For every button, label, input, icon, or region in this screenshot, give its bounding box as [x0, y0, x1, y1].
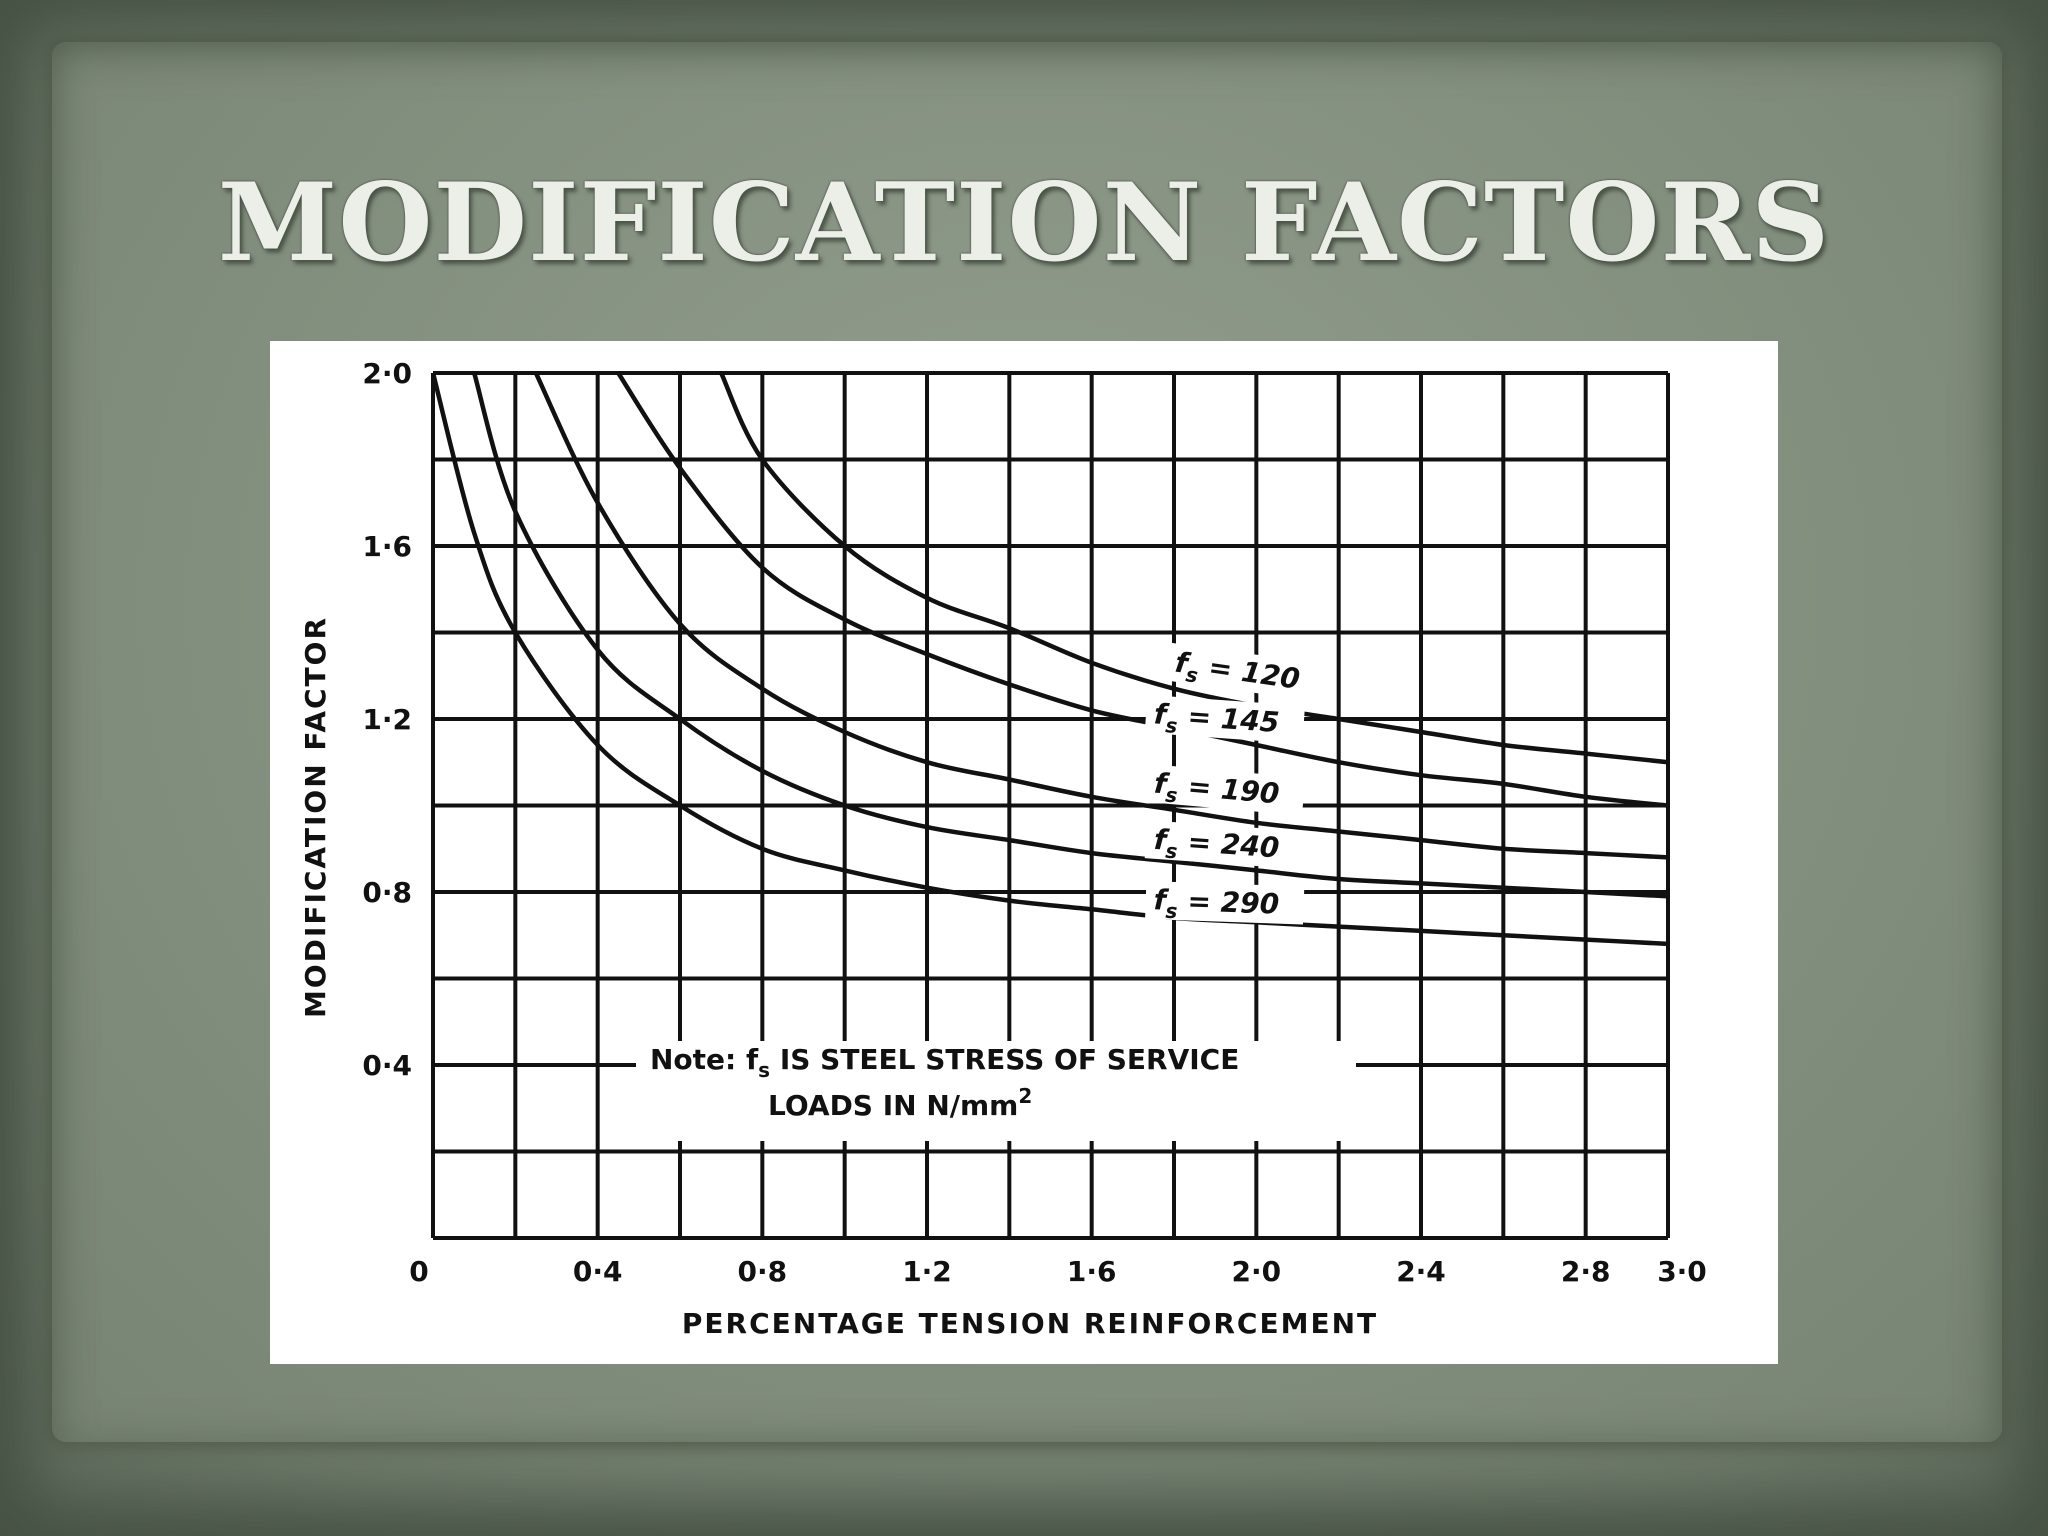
note-superscript: 2 [1018, 1084, 1032, 1108]
series-curve-0 [719, 372, 1669, 765]
y-tick-label: 1·2 [362, 703, 412, 736]
note-prefix: Note: f [650, 1043, 759, 1076]
y-tick-label: 0·4 [362, 1049, 412, 1082]
y-tick-label: 1·6 [362, 530, 412, 563]
series-curve-4 [430, 372, 1669, 947]
x-tick-label: 2·0 [1232, 1255, 1282, 1288]
x-tick-label: 1·6 [1067, 1255, 1117, 1288]
x-tick-label: 2·4 [1396, 1255, 1446, 1288]
y-tick-label: 0·8 [362, 876, 412, 909]
series-label-value: = 120 [1197, 649, 1302, 696]
series-label: fs = 290 [1153, 883, 1280, 926]
series-label-value: = 240 [1177, 824, 1280, 864]
series-label-subscript: s [1165, 839, 1179, 864]
series-label: fs = 240 [1153, 823, 1281, 871]
note-subscript: s [758, 1058, 770, 1082]
note-line-2: LOADS IN N/mm2 [768, 1084, 1032, 1122]
series-curve-2 [533, 372, 1669, 860]
x-tick-label: 0 [409, 1255, 428, 1288]
series-curve-1 [616, 371, 1669, 808]
series-label-subscript: s [1164, 783, 1178, 808]
x-tick-label: 0·4 [573, 1255, 623, 1288]
note-line-2-text: LOADS IN N/mm [768, 1089, 1018, 1122]
chart-panel: fs = 120 fs = 145 fs = 190 fs = 240 fs = 290… [270, 341, 1778, 1364]
note-background [636, 1041, 1356, 1141]
series-label-value: = 145 [1177, 699, 1280, 739]
series-label-background [1144, 820, 1306, 870]
x-tick-label: 1·2 [902, 1255, 952, 1288]
series-curve-3 [472, 372, 1669, 899]
series-label-background [1144, 694, 1306, 744]
x-tick-label: 3·0 [1657, 1255, 1707, 1288]
series-label-background [1144, 763, 1306, 816]
x-tick-label: 2·8 [1561, 1255, 1611, 1288]
x-axis-title: PERCENTAGE TENSION REINFORCEMENT [682, 1307, 1378, 1340]
note-line-1: Note: fs IS STEEL STRESS OF SERVICE [650, 1043, 1239, 1082]
note-rest: IS STEEL STRESS OF SERVICE [770, 1043, 1239, 1076]
y-tick-label: 2·0 [362, 357, 412, 390]
series-label-subscript: s [1165, 899, 1178, 923]
series-label-background [1145, 881, 1305, 925]
series-label-background [1164, 642, 1327, 703]
series-label-subscript: s [1184, 662, 1199, 687]
series-label-value: = 290 [1177, 884, 1279, 921]
slide-title: MODIFICATION FACTORS [217, 160, 1831, 286]
x-tick-label: 0·8 [738, 1255, 788, 1288]
series-label: fs = 145 [1153, 697, 1281, 745]
series-label-subscript: s [1165, 713, 1179, 738]
y-axis-title: MODIFICATION FACTOR [299, 616, 332, 1018]
